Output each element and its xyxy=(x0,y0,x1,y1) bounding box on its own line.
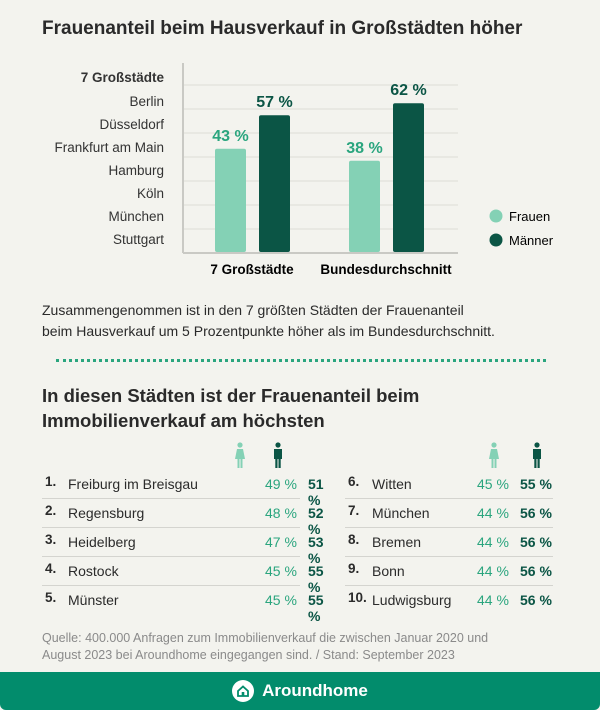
men-share: 56 % xyxy=(520,592,552,608)
city-name: Heidelberg xyxy=(68,534,136,550)
city-name: München xyxy=(372,505,430,521)
ranking-row: 7. München 44 % 56 % xyxy=(345,499,553,528)
rank-number: 1. xyxy=(45,474,57,489)
men-share: 55 % xyxy=(520,476,552,492)
women-share: 45 % xyxy=(265,563,297,579)
city-name: Regensburg xyxy=(68,505,145,521)
bar-data-label: 43 % xyxy=(212,128,248,145)
bar-frauen xyxy=(349,160,380,252)
men-share: 51 % xyxy=(308,476,324,508)
men-share: 53 % xyxy=(308,534,324,566)
ranking-heading-line: In diesen Städten ist der Frauenanteil b… xyxy=(42,385,420,406)
city-name: Bonn xyxy=(372,563,405,579)
men-share: 55 % xyxy=(308,563,324,595)
ranking-row: 6. Witten 45 % 55 % xyxy=(345,470,553,499)
bar-data-label: 57 % xyxy=(256,94,292,111)
ranking-row: 1. Freiburg im Breisgau 49 % 51 % xyxy=(42,470,324,508)
summary-text: Zusammengenommen ist in den 7 größten St… xyxy=(42,300,572,342)
source-note: Quelle: 400.000 Anfragen zum Immobilienv… xyxy=(42,630,488,664)
ranking-row: 9. Bonn 44 % 56 % xyxy=(345,557,553,586)
bar-data-label: 62 % xyxy=(390,82,426,99)
dotted-divider xyxy=(56,359,546,362)
bar-frauen xyxy=(215,148,246,252)
city-name: Ludwigsburg xyxy=(372,592,452,608)
women-share: 45 % xyxy=(477,476,509,492)
men-share: 56 % xyxy=(520,534,552,550)
rank-number: 7. xyxy=(348,503,360,518)
men-share: 56 % xyxy=(520,505,552,521)
man-icon xyxy=(531,442,543,474)
city-name: Bremen xyxy=(372,534,422,550)
woman-icon xyxy=(234,442,246,474)
rank-number: 9. xyxy=(348,561,360,576)
men-share: 52 % xyxy=(308,505,324,537)
city-list-item: Hamburg xyxy=(108,163,164,178)
source-line: Quelle: 400.000 Anfragen zum Immobilienv… xyxy=(42,631,489,645)
bar-männer xyxy=(393,103,424,252)
legend-label: Männer xyxy=(509,233,554,248)
city-list-heading: 7 Großstädte xyxy=(80,70,164,85)
page-title: Frauenanteil beim Hausverkauf in Großstä… xyxy=(42,18,523,39)
legend-marker xyxy=(489,209,503,223)
women-share: 47 % xyxy=(265,534,297,550)
bar-männer xyxy=(259,115,290,252)
bar-data-label: 38 % xyxy=(346,140,382,157)
men-share: 56 % xyxy=(520,563,552,579)
women-share: 44 % xyxy=(477,563,509,579)
women-share: 44 % xyxy=(477,505,509,521)
city-list-item: Berlin xyxy=(129,94,164,109)
women-share: 49 % xyxy=(265,476,297,492)
brand-name: Aroundhome xyxy=(262,681,368,700)
footer-bar: Aroundhome xyxy=(0,672,600,710)
rank-number: 10. xyxy=(348,590,367,605)
house-icon xyxy=(232,680,255,702)
rank-number: 4. xyxy=(45,561,57,576)
women-share: 44 % xyxy=(477,534,509,550)
woman-icon xyxy=(488,442,500,474)
ranking-heading: In diesen Städten ist der Frauenanteil b… xyxy=(42,383,482,433)
ranking-row: 2. Regensburg 48 % 52 % xyxy=(42,499,324,537)
rank-number: 5. xyxy=(45,590,57,605)
rank-number: 8. xyxy=(348,532,360,547)
man-icon xyxy=(272,442,284,474)
legend-label: Frauen xyxy=(509,209,550,224)
x-tick-label: Bundesdurchschnitt xyxy=(320,262,452,277)
city-name: Münster xyxy=(68,592,119,608)
legend-marker xyxy=(489,233,503,247)
rank-number: 6. xyxy=(348,474,360,489)
ranking-row: 5. Münster 45 % 55 % xyxy=(42,586,324,624)
rank-number: 3. xyxy=(45,532,57,547)
city-list-item: Stuttgart xyxy=(112,232,164,247)
city-list-item: Düsseldorf xyxy=(99,117,164,132)
city-name: Rostock xyxy=(68,563,119,579)
ranking-row: 3. Heidelberg 47 % 53 % xyxy=(42,528,324,566)
women-share: 44 % xyxy=(477,592,509,608)
bar-chart: 43 % 57 % 7 Großstädte 38 % 62 % Bundesdurchs… xyxy=(182,63,554,277)
summary-line: beim Hausverkauf um 5 Prozentpunkte höhe… xyxy=(42,323,495,339)
city-name: Freiburg im Breisgau xyxy=(68,476,198,492)
ranking-row: 4. Rostock 45 % 55 % xyxy=(42,557,324,595)
rank-number: 2. xyxy=(45,503,57,518)
ranking-row: 8. Bremen 44 % 56 % xyxy=(345,528,553,557)
city-list-item: Frankfurt am Main xyxy=(54,140,164,155)
women-share: 48 % xyxy=(265,505,297,521)
city-name: Witten xyxy=(372,476,412,492)
men-share: 55 % xyxy=(308,592,324,624)
women-share: 45 % xyxy=(265,592,297,608)
source-line: August 2023 bei Aroundhome eingegangen s… xyxy=(42,648,455,662)
ranking-row: 10. Ludwigsburg 44 % 56 % xyxy=(345,586,553,615)
ranking-heading-line: Immobilienverkauf am höchsten xyxy=(42,410,325,431)
city-list-item: Köln xyxy=(136,186,164,201)
x-tick-label: 7 Großstädte xyxy=(210,262,294,277)
summary-line: Zusammengenommen ist in den 7 größten St… xyxy=(42,302,464,318)
city-list-item: München xyxy=(108,209,164,224)
